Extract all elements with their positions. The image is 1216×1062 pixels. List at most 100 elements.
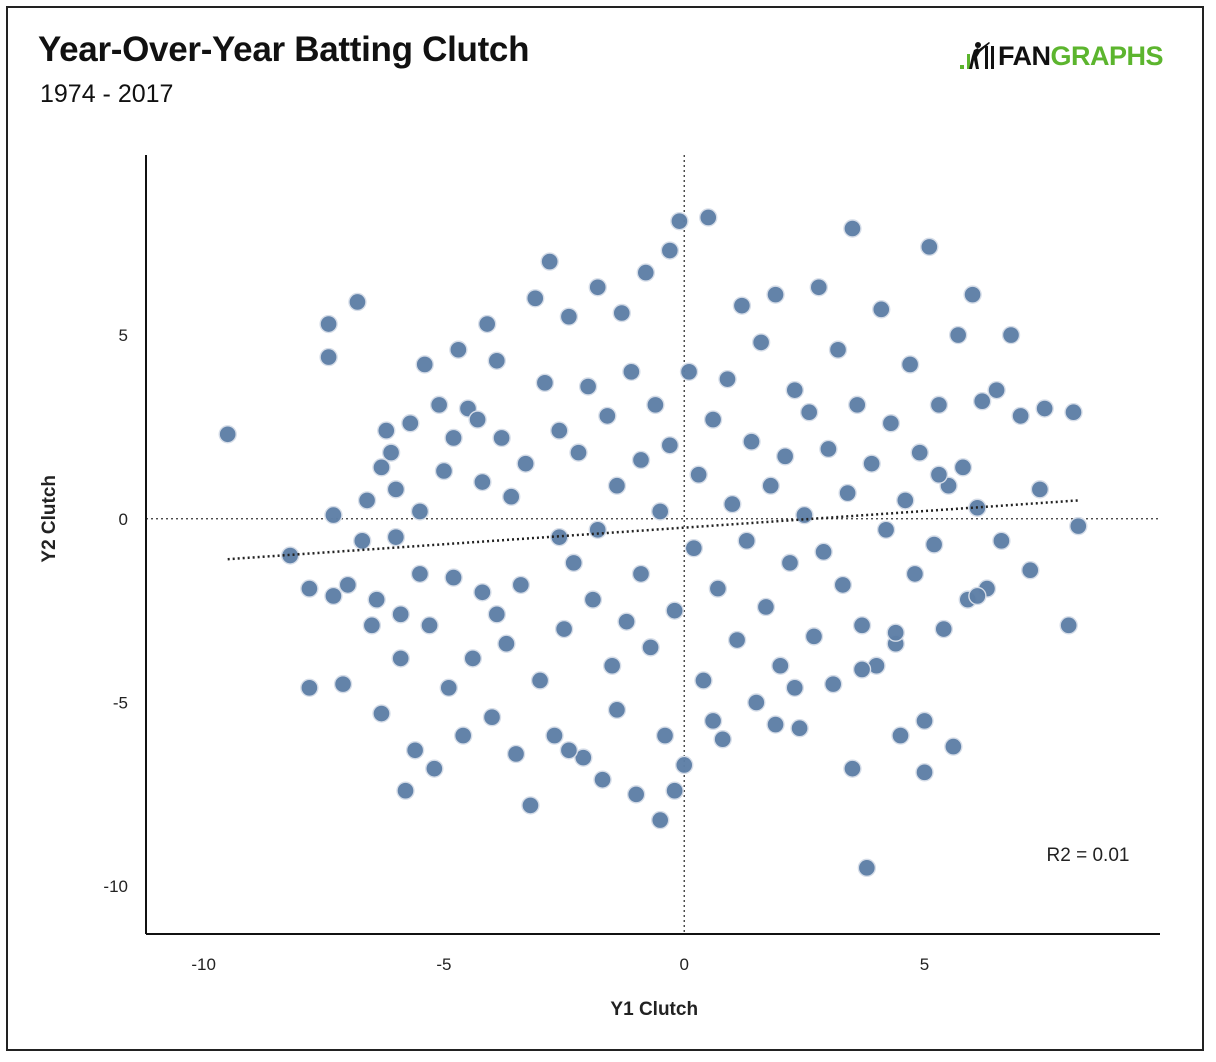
data-point — [689, 465, 708, 484]
data-point — [747, 693, 766, 712]
data-point — [809, 278, 828, 297]
data-point — [574, 748, 593, 767]
trendline — [227, 499, 1079, 561]
data-point — [727, 630, 747, 650]
data-point — [660, 241, 680, 260]
data-point — [468, 410, 487, 429]
chart-subtitle: 1974 - 2017 — [40, 80, 174, 108]
data-point — [602, 656, 622, 675]
data-point — [948, 325, 968, 345]
logo-text-fan: FAN — [998, 40, 1051, 71]
data-point — [900, 355, 920, 374]
data-point — [910, 443, 929, 462]
data-point — [487, 605, 507, 624]
data-point — [218, 425, 237, 444]
data-point — [833, 575, 853, 595]
data-point — [771, 656, 790, 675]
data-point — [506, 744, 526, 764]
batter-icon — [960, 42, 994, 69]
data-point — [790, 719, 809, 738]
data-point — [953, 458, 973, 477]
data-point — [429, 395, 449, 415]
data-point — [915, 763, 934, 782]
data-point — [780, 553, 800, 573]
data-point — [824, 674, 843, 694]
data-point — [968, 586, 987, 606]
data-point — [886, 623, 905, 642]
data-point — [737, 531, 756, 551]
data-point — [353, 531, 372, 551]
data-point — [804, 627, 824, 646]
data-point — [920, 237, 939, 257]
data-point — [1001, 325, 1021, 345]
data-point — [1030, 480, 1050, 499]
y-axis-title: Y2 Clutch — [39, 475, 60, 563]
data-point — [924, 535, 944, 554]
data-point — [420, 616, 439, 635]
y-tick-label: 5 — [119, 326, 128, 345]
data-point — [391, 649, 410, 668]
x-axis-title: Y1 Clutch — [610, 999, 698, 1020]
data-point — [1035, 399, 1054, 418]
data-point — [578, 377, 598, 396]
data-point — [324, 505, 343, 525]
data-point — [929, 395, 949, 415]
data-point — [478, 314, 497, 334]
data-point — [521, 796, 540, 815]
data-point — [1064, 403, 1083, 422]
data-point — [545, 726, 564, 745]
data-point — [785, 380, 804, 400]
data-point — [646, 395, 665, 415]
data-point — [348, 292, 367, 312]
data-point — [670, 211, 689, 231]
data-point — [482, 708, 502, 727]
x-tick-label: -10 — [191, 955, 216, 974]
data-point — [607, 476, 627, 495]
data-point — [405, 741, 425, 760]
data-point — [319, 347, 338, 367]
data-point — [569, 443, 588, 462]
data-point — [502, 487, 521, 506]
data-point — [473, 583, 492, 602]
data-point — [1021, 561, 1040, 580]
data-point — [300, 678, 319, 698]
data-point — [449, 340, 468, 359]
data-point — [766, 285, 785, 304]
data-point — [410, 564, 430, 584]
data-point — [876, 520, 896, 540]
data-point — [881, 414, 901, 433]
y-tick-label: -5 — [113, 694, 128, 713]
logo-text-graphs: GRAPHS — [1050, 40, 1164, 71]
fangraphs-logo[interactable]: FAN GRAPHS — [958, 38, 1164, 74]
data-point — [699, 208, 718, 227]
data-point — [852, 616, 872, 635]
data-point — [612, 303, 631, 323]
data-point — [636, 263, 655, 282]
data-point — [1069, 516, 1088, 536]
data-point — [434, 461, 454, 481]
data-point — [838, 483, 857, 503]
data-point — [333, 674, 353, 694]
data-point — [708, 579, 728, 598]
data-point — [891, 726, 910, 745]
data-point — [852, 660, 872, 679]
data-point — [386, 527, 406, 547]
data-point — [386, 480, 406, 499]
data-point — [684, 538, 704, 558]
data-point — [530, 671, 550, 690]
data-point — [843, 759, 862, 778]
data-point — [526, 289, 545, 308]
data-point — [756, 597, 776, 617]
data-point — [588, 520, 607, 540]
data-point — [324, 586, 343, 606]
data-point — [598, 406, 617, 426]
data-point — [622, 362, 641, 381]
x-tick-label: -5 — [436, 955, 451, 974]
data-point — [665, 601, 684, 620]
data-point — [473, 472, 492, 492]
data-point — [862, 454, 881, 473]
data-point — [828, 340, 848, 359]
data-point — [751, 333, 771, 352]
data-point — [463, 649, 482, 668]
